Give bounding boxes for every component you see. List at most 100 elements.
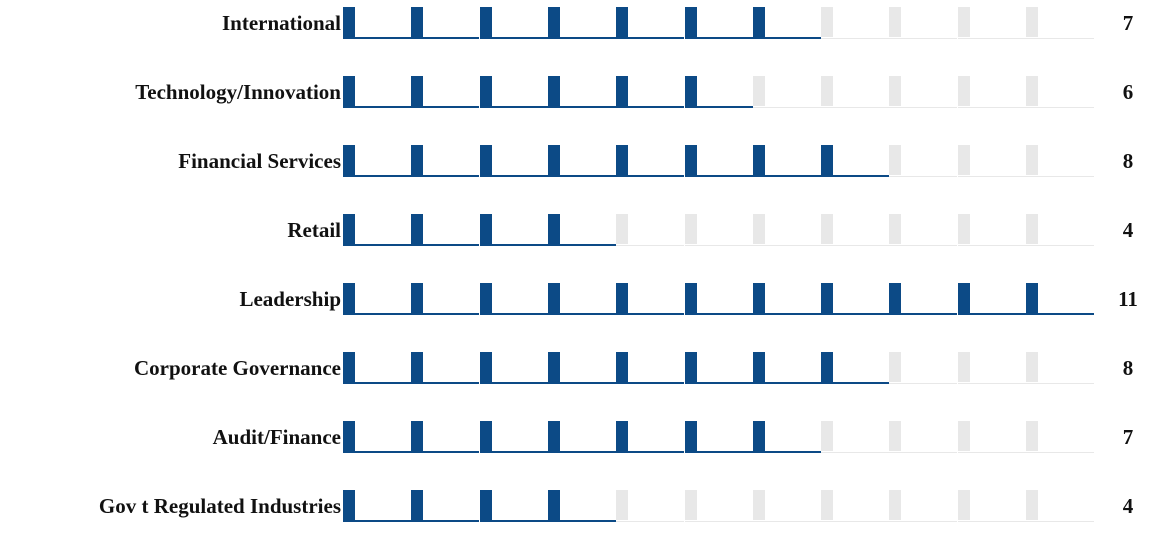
value-label: 4 (1122, 218, 1134, 242)
unit-mark-filled (1026, 283, 1094, 315)
unit-baseline (684, 451, 753, 453)
unit-baseline (821, 382, 890, 384)
unit-mark-filled (547, 7, 616, 39)
unit-mark-filled (684, 145, 753, 177)
unit-marker (547, 76, 560, 106)
unit-mark-empty (821, 490, 890, 522)
unit-baseline (889, 313, 958, 315)
unit-mark-empty (1026, 76, 1094, 108)
unit-mark-filled (821, 352, 890, 384)
unit-track (343, 352, 1095, 384)
unit-marker (411, 283, 424, 313)
unit-baseline (752, 175, 821, 177)
unit-baseline (616, 451, 685, 453)
unit-baseline (343, 37, 411, 39)
unit-baseline (684, 175, 753, 177)
unit-track (343, 7, 1095, 39)
unit-mark-filled (547, 490, 616, 522)
unit-baseline (752, 313, 821, 315)
value-label: 7 (1122, 11, 1134, 35)
unit-baseline (821, 38, 890, 39)
unit-baseline (1026, 176, 1094, 177)
unit-mark-filled (547, 214, 616, 246)
unit-marker (479, 283, 492, 313)
unit-mark-filled (479, 352, 548, 384)
unit-baseline (684, 521, 753, 522)
unit-mark-filled (684, 283, 753, 315)
unit-baseline (957, 176, 1026, 177)
unit-baseline (821, 245, 890, 246)
unit-marker (684, 7, 697, 37)
unit-marker (479, 145, 492, 175)
unit-marker (957, 145, 970, 175)
unit-mark-filled (752, 145, 821, 177)
unit-baseline (889, 38, 958, 39)
value-label: 8 (1122, 356, 1134, 380)
unit-marker (547, 283, 560, 313)
unit-baseline (957, 245, 1026, 246)
unit-marker (821, 214, 834, 244)
unit-mark-filled (547, 145, 616, 177)
unit-mark-empty (889, 7, 958, 39)
unit-mark-filled (684, 421, 753, 453)
unit-mark-empty (957, 421, 1026, 453)
unit-mark-filled (752, 7, 821, 39)
unit-mark-filled (411, 145, 480, 177)
unit-marker (1026, 490, 1038, 520)
unit-marker (684, 352, 697, 382)
unit-mark-empty (684, 490, 753, 522)
unit-baseline (1026, 452, 1094, 453)
unit-marker (616, 352, 629, 382)
unit-mark-empty (821, 7, 890, 39)
unit-track (343, 421, 1095, 453)
unit-marker (752, 490, 765, 520)
unit-baseline (479, 382, 548, 384)
unit-mark-filled (616, 352, 685, 384)
unit-mark-filled (479, 490, 548, 522)
unit-marker (343, 283, 355, 313)
value-label: 8 (1122, 149, 1134, 173)
value-label: 11 (1118, 287, 1138, 311)
unit-marker (343, 7, 355, 37)
category-label: Leadership (239, 287, 341, 311)
unit-baseline (1026, 383, 1094, 384)
unit-mark-empty (1026, 490, 1094, 522)
unit-baseline (479, 106, 548, 108)
unit-mark-filled (343, 352, 411, 384)
unit-baseline (616, 313, 685, 315)
unit-baseline (957, 38, 1026, 39)
unit-marker (821, 352, 834, 382)
unit-baseline (547, 520, 616, 522)
unit-marker (1026, 283, 1038, 313)
unit-marker (479, 7, 492, 37)
unit-baseline (684, 245, 753, 246)
unit-baseline (343, 520, 411, 522)
unit-baseline (547, 382, 616, 384)
unit-mark-filled (343, 490, 411, 522)
unit-mark-empty (752, 76, 821, 108)
unit-marker (547, 7, 560, 37)
unit-baseline (1026, 245, 1094, 246)
unit-mark-filled (547, 352, 616, 384)
unit-marker (1026, 421, 1038, 451)
unit-mark-empty (752, 214, 821, 246)
unit-mark-filled (957, 283, 1026, 315)
unit-marker (616, 145, 629, 175)
unit-mark-empty (957, 145, 1026, 177)
unit-mark-empty (1026, 421, 1094, 453)
unit-marker (616, 283, 629, 313)
chart-row: Retail 4 (0, 208, 1158, 248)
unit-baseline (479, 175, 548, 177)
unit-marker (752, 7, 765, 37)
unit-marker (411, 421, 424, 451)
unit-baseline (957, 383, 1026, 384)
unit-mark-empty (957, 76, 1026, 108)
unit-mark-filled (343, 421, 411, 453)
unit-baseline (616, 382, 685, 384)
unit-baseline (547, 244, 616, 246)
unit-baseline (957, 452, 1026, 453)
unit-marker (889, 76, 902, 106)
unit-baseline (547, 175, 616, 177)
unit-mark-filled (616, 7, 685, 39)
unit-mark-filled (616, 421, 685, 453)
